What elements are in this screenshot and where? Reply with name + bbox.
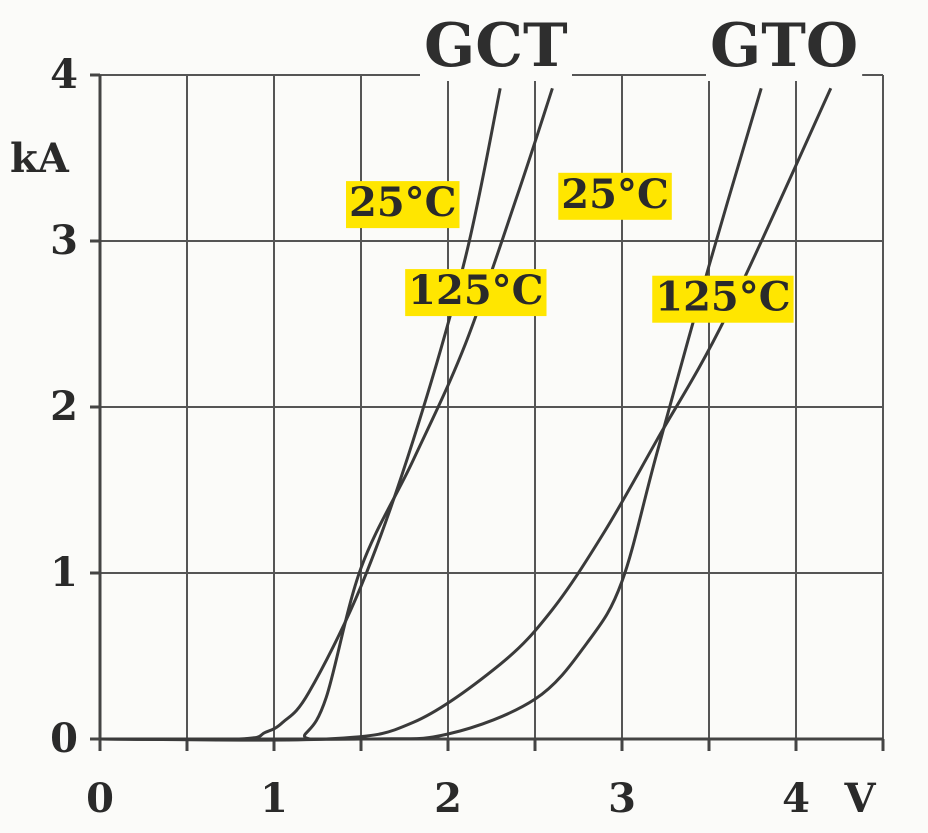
x-tick-label: 3 — [608, 775, 636, 822]
titles: GCT GTO — [420, 11, 863, 81]
x-tick-label: 1 — [260, 775, 288, 822]
series-line-gct-25-c — [99, 87, 502, 741]
y-tick-labels: 0 1 2 3 4 — [50, 51, 78, 762]
series — [99, 87, 833, 742]
y-tick-label: 0 — [50, 715, 78, 762]
annotation-label: 25°C — [558, 171, 672, 220]
annotation-label: 125°C — [405, 267, 547, 317]
annotation-text: 25°C — [561, 171, 669, 218]
annotation-label: 125°C — [652, 274, 794, 323]
y-tick-label: 1 — [50, 549, 78, 596]
series-line-gct-125-c — [99, 87, 554, 741]
axes — [90, 73, 885, 751]
annotation-text: 125°C — [408, 267, 543, 314]
annotation-text: 25°C — [349, 179, 457, 226]
x-tick-label: 4 — [782, 775, 810, 822]
annotation-text: 125°C — [655, 274, 790, 321]
x-tick-label: 0 — [86, 775, 114, 822]
y-tick-label: 3 — [50, 217, 78, 264]
annotation-highlight — [405, 269, 547, 317]
title-left-background — [420, 11, 572, 81]
series-line-gto-125-c — [99, 87, 833, 742]
x-tick-labels: 0 1 2 3 4 — [86, 775, 810, 822]
y-axis-unit-label: kA — [10, 135, 70, 182]
x-tick-label: 2 — [434, 775, 462, 822]
x-axis-unit-label: V — [843, 775, 876, 822]
annotation-highlight — [346, 181, 460, 229]
title-right-background — [706, 11, 863, 81]
annotation-highlight — [558, 172, 672, 220]
y-tick-label: 2 — [50, 383, 78, 430]
annotations: 25°C 125°C 25°C 125°C — [346, 171, 794, 323]
y-tick-label: 4 — [50, 51, 78, 98]
annotation-label: 25°C — [346, 179, 460, 229]
grid — [100, 74, 884, 739]
title-gto: GTO — [710, 11, 858, 81]
annotation-highlight — [652, 275, 794, 323]
title-gct: GCT — [424, 11, 568, 81]
